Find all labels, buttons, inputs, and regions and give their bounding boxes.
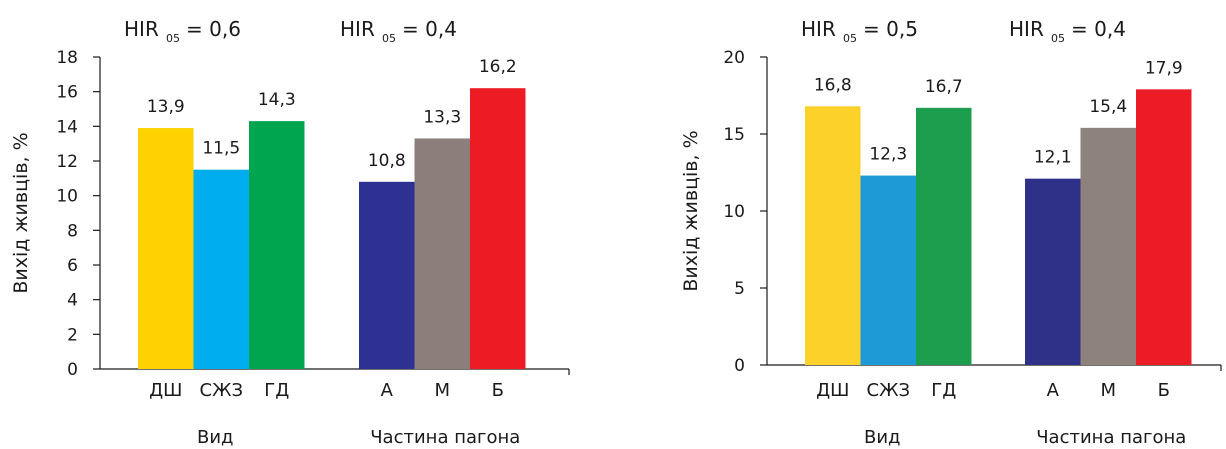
hir-value: = 0,4 — [1071, 17, 1126, 41]
x-category-label: ГД — [264, 380, 289, 401]
y-tick-label: 0 — [734, 356, 745, 376]
x-category-label: СЖЗ — [867, 380, 911, 401]
bar-value-label: 16,2 — [479, 57, 517, 77]
bar-value-label: 12,3 — [869, 145, 907, 165]
hir-annotation: HIR 05 = 0,6 — [124, 17, 241, 45]
y-tick-label: 12 — [56, 152, 78, 172]
hir-label: HIR — [124, 17, 159, 41]
bar-value-label: 10,8 — [368, 151, 406, 171]
y-tick-label: 20 — [723, 48, 745, 68]
hir-annotation: HIR 05 = 0,4 — [340, 17, 457, 45]
bar-value-label: 11,5 — [202, 139, 240, 159]
bar-value-label: 16,8 — [814, 75, 852, 95]
x-category-label: А — [1047, 380, 1060, 401]
bar-value-label: 13,3 — [423, 107, 461, 127]
bar — [470, 88, 526, 369]
hir-subscript: 05 — [1051, 32, 1065, 45]
y-tick-label: 6 — [67, 256, 78, 276]
x-category-label: ГД — [931, 380, 956, 401]
x-category-label: М — [434, 380, 450, 401]
bar — [359, 181, 415, 369]
hir-value: = 0,6 — [186, 17, 241, 41]
bar — [805, 106, 861, 365]
bar — [1136, 89, 1192, 365]
y-tick-label: 0 — [67, 360, 78, 380]
bar — [138, 128, 194, 369]
x-category-label: Б — [1158, 380, 1170, 401]
x-category-label: М — [1100, 380, 1116, 401]
y-tick-label: 14 — [56, 117, 78, 137]
x-category-label: СЖЗ — [200, 380, 244, 401]
x-group-label: Частина пагона — [370, 427, 520, 448]
chart-1: 0 2 4 6 8 10 12 14 16 18 Вихід живців, % 13,9 ДШ 11,5… — [10, 17, 570, 448]
bar-value-label: 17,9 — [1145, 58, 1183, 78]
x-category-label: ДШ — [149, 380, 182, 401]
y-tick-label: 2 — [67, 325, 78, 345]
x-group-label: Частина пагона — [1036, 427, 1186, 448]
bar-value-label: 12,1 — [1034, 148, 1072, 168]
x-group-label: Вид — [197, 427, 234, 448]
hir-subscript: 05 — [843, 32, 857, 45]
bar — [193, 169, 249, 369]
x-category-label: А — [381, 380, 394, 401]
hir-label: HIR — [801, 17, 836, 41]
hir-value: = 0,5 — [863, 17, 918, 41]
bar-value-label: 15,4 — [1089, 97, 1127, 117]
x-category-label: ДШ — [816, 380, 849, 401]
hir-annotation: HIR 05 = 0,5 — [801, 17, 918, 45]
hir-subscript: 05 — [166, 32, 180, 45]
hir-value: = 0,4 — [402, 17, 457, 41]
bar — [916, 107, 972, 365]
y-axis-label: Вихід живців, % — [10, 132, 32, 293]
bar — [1080, 127, 1136, 365]
x-group-label: Вид — [864, 427, 901, 448]
y-tick-label: 16 — [56, 83, 78, 103]
bar — [1025, 178, 1081, 365]
y-tick-label: 8 — [67, 221, 78, 241]
bar — [414, 138, 470, 369]
y-tick-label: 5 — [734, 279, 745, 299]
y-tick-label: 15 — [723, 125, 745, 145]
y-tick-label: 10 — [723, 202, 745, 222]
hir-label: HIR — [1009, 17, 1044, 41]
bar-value-label: 13,9 — [147, 97, 185, 117]
y-axis-label: Вихід живців, % — [680, 130, 702, 291]
bar — [249, 121, 305, 369]
y-tick-label: 4 — [67, 291, 78, 311]
bar-value-label: 14,3 — [258, 90, 296, 110]
bar-value-label: 16,7 — [925, 77, 963, 97]
hir-annotation: HIR 05 = 0,4 — [1009, 17, 1126, 45]
y-tick-label: 10 — [56, 187, 78, 207]
y-tick-label: 18 — [56, 48, 78, 68]
bar — [860, 175, 916, 365]
hir-label: HIR — [340, 17, 375, 41]
x-category-label: Б — [492, 380, 504, 401]
hir-subscript: 05 — [382, 32, 396, 45]
